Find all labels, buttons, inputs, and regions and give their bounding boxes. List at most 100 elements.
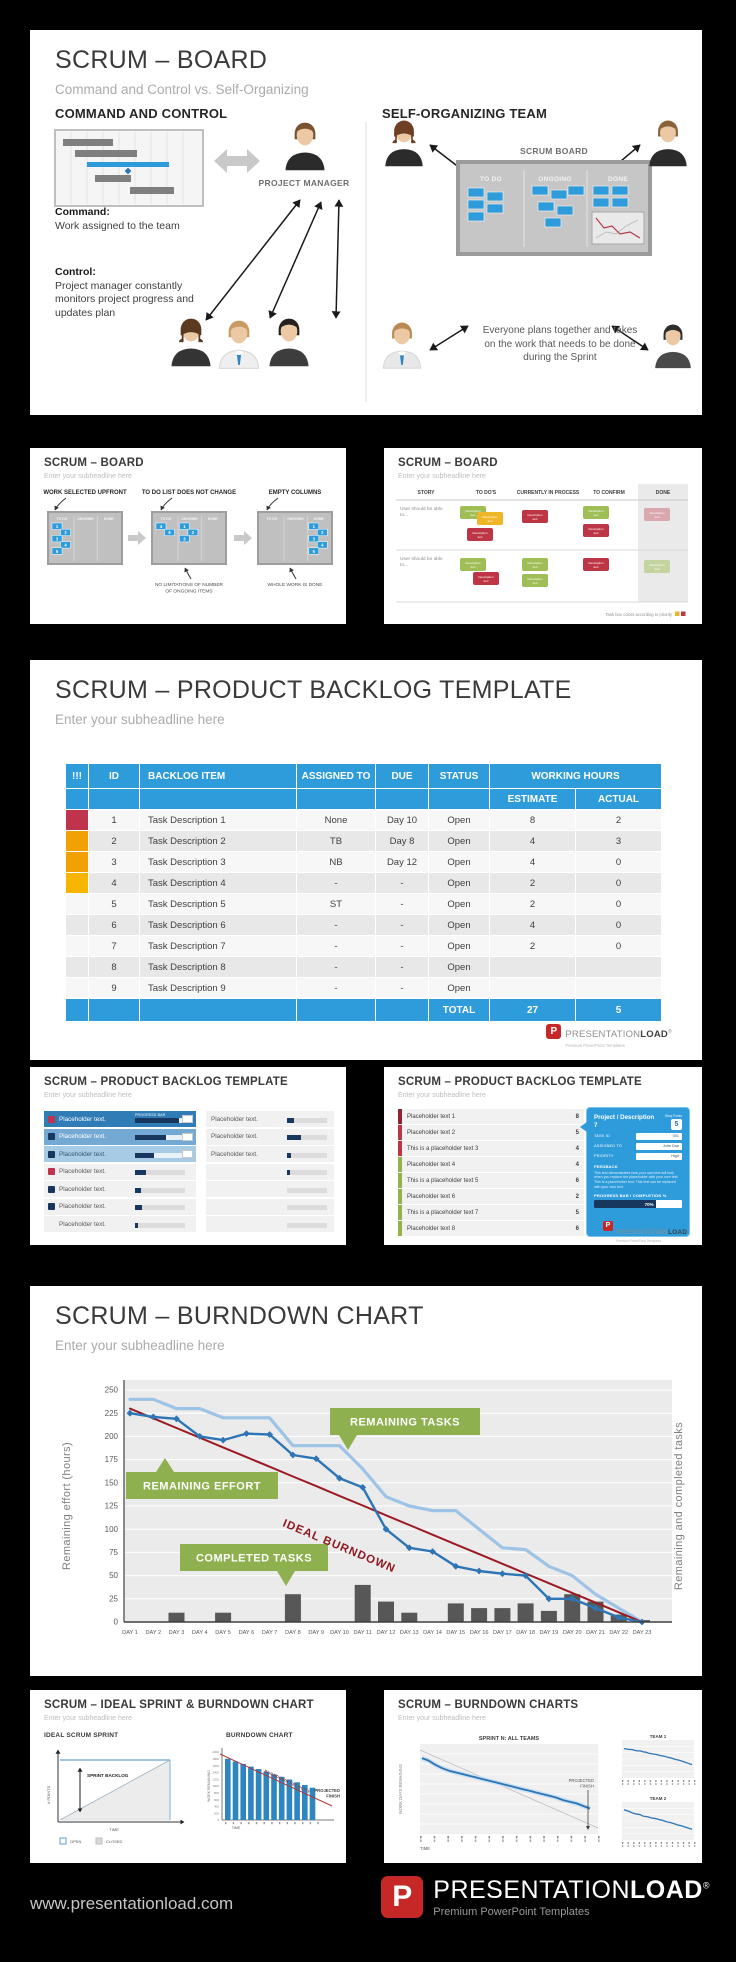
board-mini-chart — [591, 211, 645, 245]
table-cell: !!! — [66, 764, 88, 788]
backlog-list-left: Placeholder text. PROGRESS BAR Placeholder… — [44, 1111, 196, 1234]
page-title: SCRUM – BOARD — [55, 46, 268, 74]
table-cell: - — [297, 978, 375, 998]
task-field: TASK ID 001 — [594, 1132, 682, 1140]
table-cell — [490, 978, 575, 998]
svg-text:Task box colors according to p: Task box colors according to priority — [605, 612, 672, 617]
team-charts: TEAM 1 TEAM 2 — [614, 1730, 698, 1860]
svg-text:DAY 19: DAY 19 — [540, 1630, 559, 1636]
svg-text:DAY 5: DAY 5 — [215, 1630, 231, 1636]
svg-text:ONGOING: ONGOING — [538, 176, 572, 183]
table-cell: 1 — [89, 810, 139, 830]
backlog-row — [206, 1216, 334, 1232]
table-cell: ASSIGNED TO — [297, 764, 375, 788]
svg-text:COMPLETED TASKS: COMPLETED TASKS — [196, 1553, 312, 1565]
slide-subtitle: Command and Control vs. Self-Organizing — [55, 82, 309, 97]
table-cell: 7 — [89, 936, 139, 956]
slide-title: SCRUM – BOARD — [398, 457, 498, 469]
table-cell: - — [297, 936, 375, 956]
svg-text:DONE: DONE — [104, 517, 115, 521]
svg-text:DAY 8: DAY 8 — [285, 1630, 301, 1636]
completion-bar: 70% — [594, 1200, 682, 1209]
table-cell: 2 — [576, 810, 661, 830]
table-cell: 4 — [490, 831, 575, 851]
table-cell: Task Description 6 — [140, 915, 296, 935]
svg-text:Description: Description — [478, 575, 493, 579]
table-cell: 27 — [490, 999, 575, 1021]
svg-text:DONE: DONE — [608, 176, 628, 183]
svg-text:DAY 2: DAY 2 — [145, 1630, 161, 1636]
control-text: Control: Project manager constantly monit… — [55, 266, 194, 319]
table-cell: None — [297, 810, 375, 830]
table-cell: DUE — [376, 764, 428, 788]
svg-text:text: text — [594, 565, 599, 569]
backlog-row: Placeholder text. — [206, 1111, 334, 1127]
svg-text:WORK DAYS REMAINING: WORK DAYS REMAINING — [398, 1764, 403, 1814]
svg-text:DONE: DONE — [314, 517, 325, 521]
table-cell: - — [297, 915, 375, 935]
logo-tagline: Premium PowerPoint Templates — [433, 1906, 590, 1918]
svg-text:ONGOING: ONGOING — [77, 517, 94, 521]
svg-text:DONE: DONE — [208, 517, 219, 521]
svg-text:DAY 11: DAY 11 — [354, 1630, 372, 1636]
presentationload-logo: P PRESENTATIONLOAD® Premium PowerPoint T… — [546, 1024, 672, 1048]
table-cell: Open — [429, 957, 489, 977]
svg-text:TIME: TIME — [420, 1846, 430, 1851]
svg-text:Description: Description — [588, 561, 603, 565]
logo-icon: P — [381, 1876, 424, 1918]
svg-text:DAY 20: DAY 20 — [563, 1630, 582, 1636]
table-cell: - — [376, 915, 428, 935]
backlog-row: Placeholder text. — [44, 1128, 196, 1145]
table-cell — [297, 999, 375, 1021]
svg-text:STORY: STORY — [418, 490, 436, 496]
table-cell — [66, 957, 88, 977]
svg-text:2: 2 — [192, 530, 195, 535]
table-cell — [297, 789, 375, 809]
table-cell — [66, 936, 88, 956]
table-cell: Day 12 — [376, 852, 428, 872]
svg-text:125: 125 — [105, 1502, 119, 1511]
svg-text:DAY 21: DAY 21 — [586, 1630, 605, 1636]
svg-text:TO DO'S: TO DO'S — [476, 490, 497, 496]
table-cell: Task Description 4 — [140, 873, 296, 893]
svg-text:DAY 13: DAY 13 — [400, 1630, 419, 1636]
arrow-right-icon — [234, 531, 252, 545]
table-cell: ID — [89, 764, 139, 788]
task-field: PRIORITY High — [594, 1152, 682, 1160]
double-arrow-icon — [214, 149, 260, 173]
table-cell — [66, 810, 88, 830]
svg-text:DAY 1: DAY 1 — [122, 1630, 138, 1636]
slide-subtitle: Enter your subheadline here — [44, 1715, 132, 1722]
table-cell: Task Description 9 — [140, 978, 296, 998]
backlog-list-right: Placeholder text. Placeholder text. Placeh… — [206, 1111, 334, 1234]
svg-text:1: 1 — [313, 524, 316, 529]
svg-text:Description: Description — [482, 515, 497, 519]
table-cell: WORKING HOURS — [490, 764, 661, 788]
svg-text:2000: 2000 — [212, 1750, 219, 1754]
svg-text:OPEN: OPEN — [70, 1839, 81, 1844]
slide-burndown-chart: SCRUM – BURNDOWN CHART Enter your subhea… — [30, 1286, 702, 1676]
svg-text:TO DO LIST DOES NOT CHANGE: TO DO LIST DOES NOT CHANGE — [142, 490, 236, 496]
svg-text:Description: Description — [527, 561, 542, 565]
slide-board-table: SCRUM – BOARD Enter your subheadline her… — [384, 448, 702, 624]
person-icon — [269, 318, 309, 367]
svg-text:text: text — [533, 565, 538, 569]
svg-text:TEAM 2: TEAM 2 — [650, 1796, 667, 1801]
website-link[interactable]: www.presentationload.com — [30, 1894, 234, 1913]
gantt-chart-graphic — [54, 129, 204, 207]
table-cell — [490, 957, 575, 977]
all-teams-chart: SPRINT N: ALL TEAMS PROJECTED FINISH TIME WO… — [394, 1730, 610, 1860]
svg-text:text: text — [594, 513, 599, 517]
svg-text:600: 600 — [214, 1798, 219, 1802]
svg-text:100: 100 — [105, 1525, 119, 1534]
logo-brand: PRESENTATIONLOAD® — [433, 1876, 710, 1904]
svg-text:1200: 1200 — [212, 1777, 219, 1781]
svg-text:DAY 7: DAY 7 — [262, 1630, 278, 1636]
